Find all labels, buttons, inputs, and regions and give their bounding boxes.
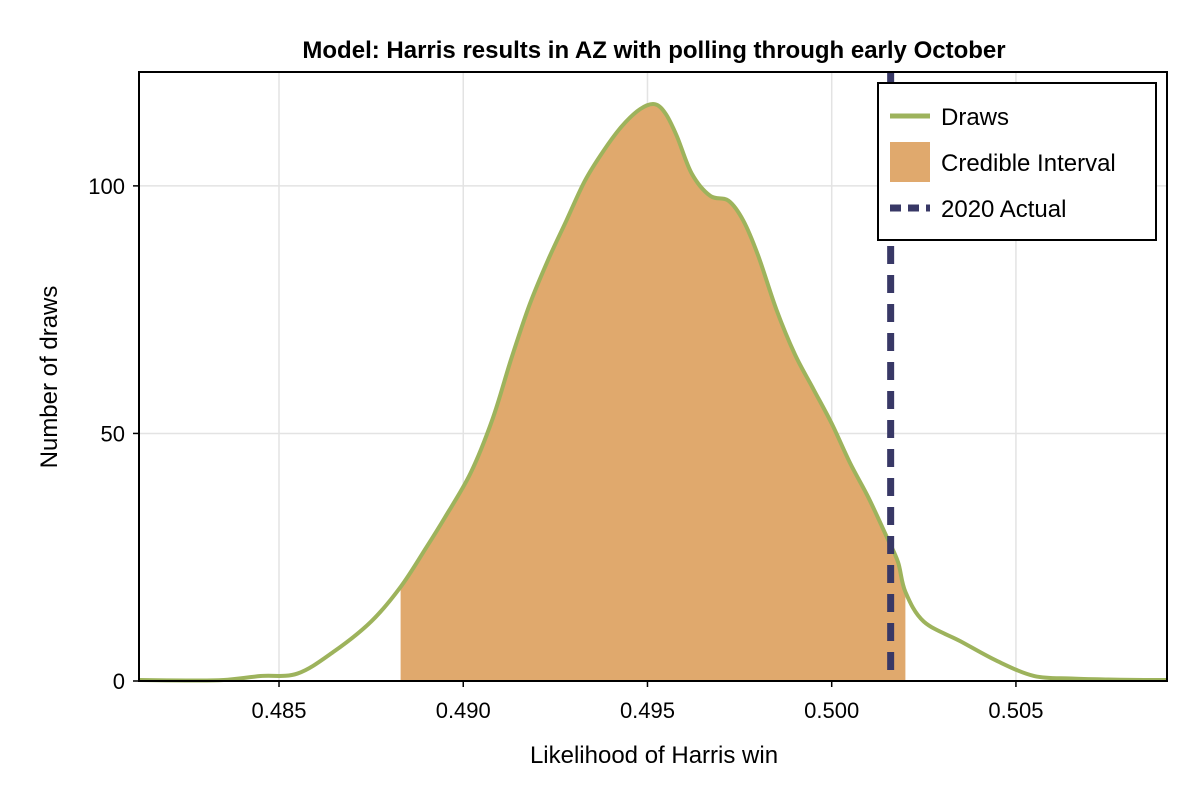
chart-title: Model: Harris results in AZ with polling… xyxy=(302,37,1005,64)
y-tick-label: 50 xyxy=(101,421,125,446)
legend-2020-actual-label: 2020 Actual xyxy=(941,196,1066,223)
credible-interval-area xyxy=(400,104,906,682)
x-tick-label: 0.490 xyxy=(436,698,491,723)
x-tick-label: 0.505 xyxy=(988,698,1043,723)
legend-credible-interval-swatch xyxy=(890,142,930,182)
y-axis-label: Number of draws xyxy=(36,286,63,469)
x-axis-label: Likelihood of Harris win xyxy=(530,742,778,769)
y-tick-label: 0 xyxy=(113,669,125,694)
legend-draws-label: Draws xyxy=(941,104,1009,131)
y-tick-label: 100 xyxy=(88,174,125,199)
x-tick-label: 0.485 xyxy=(251,698,306,723)
x-tick-label: 0.495 xyxy=(620,698,675,723)
draws-density-line xyxy=(138,102,1168,683)
legend-credible-interval-label: Credible Interval xyxy=(941,150,1116,177)
x-tick-label: 0.500 xyxy=(804,698,859,723)
ticks: 0.485 0.490 0.495 0.500 0.505 0 50 100 xyxy=(88,174,1043,723)
plot-frame xyxy=(138,71,1168,682)
legend: Draws Credible Interval 2020 Actual xyxy=(877,82,1157,241)
